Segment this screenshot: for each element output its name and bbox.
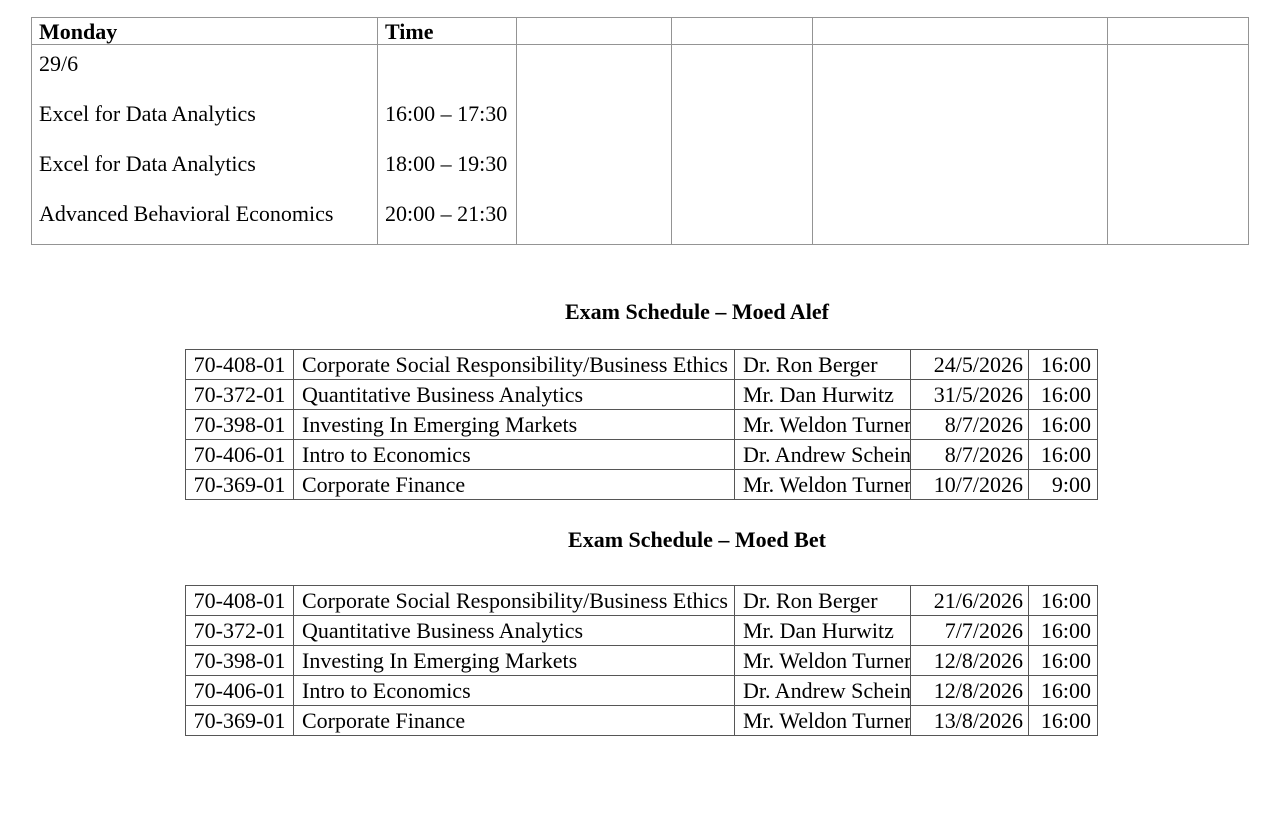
lecturer-cell: Mr. Weldon Turner [734,705,911,736]
exam-date-cell: 13/8/2026 [910,705,1029,736]
exam-date-cell: 7/7/2026 [910,615,1029,646]
course-name-cell: Investing In Emerging Markets [293,645,735,676]
course-name-cell: Corporate Social Responsibility/Business… [293,585,735,616]
exam-row: 70-398-01 Investing In Emerging Markets Mr… [185,409,1098,440]
exam-table-moed-alef: 70-408-01 Corporate Social Responsibility… [185,349,1098,500]
course-name-cell: Investing In Emerging Markets [293,409,735,440]
course-code-cell: 70-398-01 [185,409,294,440]
lecturer-cell: Mr. Dan Hurwitz [734,615,911,646]
time-range-label: 20:00 – 21:30 [385,201,508,226]
course-name-cell: Corporate Finance [293,469,735,500]
exam-time-cell: 16:00 [1028,349,1098,380]
header-cell-empty [671,17,813,45]
course-code-cell: 70-372-01 [185,379,294,410]
course-name-cell: Quantitative Business Analytics [293,615,735,646]
lecturer-cell: Dr. Andrew Schein [734,439,911,470]
weekly-header-row: Monday Time [31,17,1249,45]
lecturer-cell: Mr. Weldon Turner [734,469,911,500]
header-cell-empty [812,17,1108,45]
exam-date-cell: 10/7/2026 [910,469,1029,500]
weekly-body-row: 29/6 Excel for Data Analytics Excel for … [31,44,1249,245]
date-label: 29/6 [39,51,79,76]
empty-cell [1107,44,1249,245]
exam-row: 70-372-01 Quantitative Business Analytics… [185,615,1098,646]
header-cell-time: Time [377,17,517,45]
exam-date-cell: 12/8/2026 [910,675,1029,706]
exam-time-cell: 9:00 [1028,469,1098,500]
time-range-label: 16:00 – 17:30 [385,101,508,126]
exam-time-cell: 16:00 [1028,615,1098,646]
course-code-cell: 70-398-01 [185,645,294,676]
course-label: Excel for Data Analytics [39,151,256,176]
empty-cell [671,44,813,245]
exam-time-cell: 16:00 [1028,585,1098,616]
blank-line [39,176,370,201]
course-name-cell: Intro to Economics [293,675,735,706]
time-range-label: 18:00 – 19:30 [385,151,508,176]
course-code-cell: 70-369-01 [185,469,294,500]
empty-cell [516,44,672,245]
header-cell-empty [1107,17,1249,45]
blank-line [385,51,509,76]
exam-time-cell: 16:00 [1028,705,1098,736]
course-code-cell: 70-406-01 [185,675,294,706]
exam-date-cell: 8/7/2026 [910,439,1029,470]
course-code-cell: 70-369-01 [185,705,294,736]
lecturer-cell: Mr. Dan Hurwitz [734,379,911,410]
course-name-cell: Quantitative Business Analytics [293,379,735,410]
exam-date-cell: 12/8/2026 [910,645,1029,676]
exam-date-cell: 24/5/2026 [910,349,1029,380]
course-name-cell: Intro to Economics [293,439,735,470]
lecturer-cell: Dr. Ron Berger [734,349,911,380]
exam-time-cell: 16:00 [1028,379,1098,410]
blank-line [39,76,370,101]
header-cell-day: Monday [31,17,378,45]
exam-date-cell: 8/7/2026 [910,409,1029,440]
course-name-cell: Corporate Social Responsibility/Business… [293,349,735,380]
blank-line [39,126,370,151]
course-label: Advanced Behavioral Economics [39,201,334,226]
exam-table-moed-bet: 70-408-01 Corporate Social Responsibility… [185,585,1098,736]
exam-time-cell: 16:00 [1028,409,1098,440]
course-code-cell: 70-372-01 [185,615,294,646]
exam-date-cell: 31/5/2026 [910,379,1029,410]
lecturer-cell: Dr. Ron Berger [734,585,911,616]
header-cell-empty [516,17,672,45]
lecturer-cell: Mr. Weldon Turner [734,409,911,440]
exam-time-cell: 16:00 [1028,439,1098,470]
exam-row: 70-406-01 Intro to Economics Dr. Andrew Sc… [185,675,1098,706]
day-courses-cell: 29/6 Excel for Data Analytics Excel for … [31,44,378,245]
weekly-schedule-table: Monday Time 29/6 Excel for Data Analytic… [31,17,1249,245]
lecturer-cell: Dr. Andrew Schein [734,675,911,706]
course-code-cell: 70-406-01 [185,439,294,470]
course-name-cell: Corporate Finance [293,705,735,736]
exam-time-cell: 16:00 [1028,675,1098,706]
blank-line [385,176,509,201]
lecturer-cell: Mr. Weldon Turner [734,645,911,676]
exam-row: 70-408-01 Corporate Social Responsibility… [185,349,1098,380]
exam-row: 70-398-01 Investing In Emerging Markets Mr… [185,645,1098,676]
day-times-cell: 16:00 – 17:30 18:00 – 19:30 20:00 – 21:3… [377,44,517,245]
blank-line [385,76,509,101]
exam-row: 70-406-01 Intro to Economics Dr. Andrew Sc… [185,439,1098,470]
exam-time-cell: 16:00 [1028,645,1098,676]
exam-date-cell: 21/6/2026 [910,585,1029,616]
course-code-cell: 70-408-01 [185,349,294,380]
exam-row: 70-372-01 Quantitative Business Analytics… [185,379,1098,410]
exam-row: 70-408-01 Corporate Social Responsibility… [185,585,1098,616]
exam-row: 70-369-01 Corporate Finance Mr. Weldon Tur… [185,469,1098,500]
exam-schedule-title-moed-alef: Exam Schedule – Moed Alef [565,299,829,324]
course-code-cell: 70-408-01 [185,585,294,616]
blank-line [385,126,509,151]
exam-schedule-title-moed-bet: Exam Schedule – Moed Bet [568,527,826,552]
course-label: Excel for Data Analytics [39,101,256,126]
exam-row: 70-369-01 Corporate Finance Mr. Weldon Tur… [185,705,1098,736]
empty-cell [812,44,1108,245]
